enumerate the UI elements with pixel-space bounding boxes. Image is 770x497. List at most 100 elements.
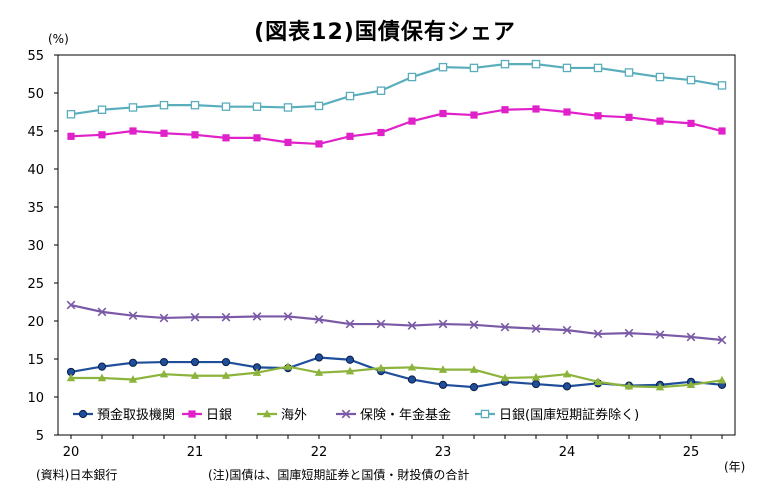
data-point-nichigin (222, 134, 230, 142)
data-point-nichigin_tb (593, 63, 603, 73)
data-point-nichigin_tb (717, 81, 727, 90)
legend-label-kaigai: 海外 (281, 408, 307, 423)
x-unit-label: (年) (724, 460, 746, 474)
y-tick-label: 20 (27, 315, 44, 330)
data-point-kaigai (500, 373, 510, 382)
data-point-nichigin (315, 140, 323, 148)
data-point-yokin (97, 362, 107, 371)
data-point-hoken (190, 312, 200, 322)
data-point-nichigin_tb (345, 91, 355, 101)
data-point-hoken (562, 325, 572, 335)
series-line-hoken (70, 303, 723, 342)
data-point-nichigin_tb (562, 63, 572, 73)
data-point-yokin (531, 379, 541, 389)
data-point-nichigin_tb (624, 68, 634, 77)
data-point-nichigin (67, 132, 75, 140)
data-point-nichigin_tb (190, 100, 200, 110)
data-point-nichigin_tb (686, 75, 696, 85)
y-tick-label: 40 (27, 163, 44, 178)
data-point-nichigin_tb (314, 101, 324, 111)
y-tick-label: 25 (27, 277, 44, 292)
data-point-hoken (97, 307, 107, 317)
data-point-nichigin_tb (500, 59, 510, 69)
data-point-nichigin (470, 111, 478, 119)
legend-marker-nichigin (188, 410, 196, 418)
legend-marker-hoken (341, 409, 351, 419)
data-point-yokin (314, 353, 324, 362)
data-point-nichigin_tb (407, 72, 417, 82)
data-point-kaigai (438, 365, 448, 373)
data-point-nichigin (718, 127, 726, 135)
series-line-nichigin_tb (70, 63, 723, 116)
data-point-kaigai (686, 380, 696, 389)
data-point-nichigin_tb (128, 103, 138, 112)
data-point-hoken (500, 322, 510, 332)
data-point-yokin (407, 375, 417, 384)
data-point-nichigin (284, 138, 292, 146)
data-point-nichigin_tb (252, 102, 262, 111)
data-point-hoken (438, 319, 448, 329)
y-unit-label: (%) (48, 32, 69, 46)
data-point-nichigin (594, 112, 602, 120)
series-line-nichigin (70, 107, 723, 146)
x-tick-label: 25 (683, 445, 700, 460)
data-point-nichigin_tb (655, 72, 665, 82)
x-tick-label: 22 (311, 445, 328, 460)
data-point-hoken (624, 328, 634, 338)
data-point-nichigin_tb (283, 103, 293, 112)
data-point-kaigai (190, 371, 200, 379)
data-point-yokin (128, 358, 138, 367)
legend-label-nichigin_tb: 日銀(国庫短期証券除く) (499, 407, 639, 423)
data-point-hoken (283, 312, 293, 321)
data-point-hoken (593, 329, 603, 339)
data-point-kaigai (717, 375, 727, 384)
data-point-nichigin (532, 105, 540, 113)
y-tick-label: 35 (27, 201, 44, 216)
legend-label-yokin: 預金取扱機関 (97, 407, 175, 423)
data-point-nichigin (408, 117, 416, 125)
data-point-kaigai (624, 381, 634, 390)
data-point-kaigai (128, 375, 138, 383)
y-tick-label: 30 (27, 239, 44, 254)
data-point-hoken (469, 320, 479, 330)
data-point-kaigai (531, 372, 541, 381)
data-point-nichigin_tb (376, 86, 386, 95)
y-tick-label: 15 (27, 353, 44, 368)
footnote: (注)国債は、国庫短期証券と国債・財投債の合計 (208, 468, 470, 482)
data-point-hoken (376, 319, 386, 329)
data-point-kaigai (159, 369, 169, 378)
data-point-kaigai (655, 382, 665, 391)
x-tick-label: 21 (187, 445, 204, 460)
data-point-kaigai (252, 368, 262, 376)
x-tick-label: 23 (435, 445, 452, 460)
series-line-kaigai (71, 365, 723, 389)
data-point-nichigin (191, 131, 199, 139)
data-point-nichigin_tb (469, 63, 479, 73)
source-note: (資料)日本銀行 (36, 468, 118, 482)
series-line-yokin (70, 356, 723, 389)
data-point-hoken (407, 321, 417, 330)
y-tick-label: 55 (27, 49, 44, 64)
data-point-hoken (314, 315, 324, 324)
data-point-kaigai (283, 362, 293, 370)
data-point-nichigin_tb (66, 110, 76, 119)
data-point-nichigin (563, 108, 571, 116)
y-tick-label: 45 (27, 125, 44, 140)
data-point-kaigai (407, 362, 417, 371)
data-point-kaigai (221, 371, 231, 379)
y-tick-label: 5 (36, 429, 44, 444)
data-point-kaigai (97, 373, 107, 382)
data-point-nichigin (346, 132, 354, 140)
x-tick-label: 20 (63, 445, 80, 460)
data-point-hoken (531, 324, 541, 333)
data-point-hoken (655, 330, 665, 340)
data-point-nichigin_tb (159, 100, 169, 110)
data-point-nichigin (439, 109, 447, 118)
legend-marker-yokin (78, 409, 88, 419)
data-point-nichigin (377, 128, 385, 137)
data-point-kaigai (469, 365, 479, 373)
data-point-yokin (469, 383, 479, 392)
x-tick-label: 24 (559, 445, 576, 460)
legend-marker-nichigin_tb (480, 409, 490, 419)
